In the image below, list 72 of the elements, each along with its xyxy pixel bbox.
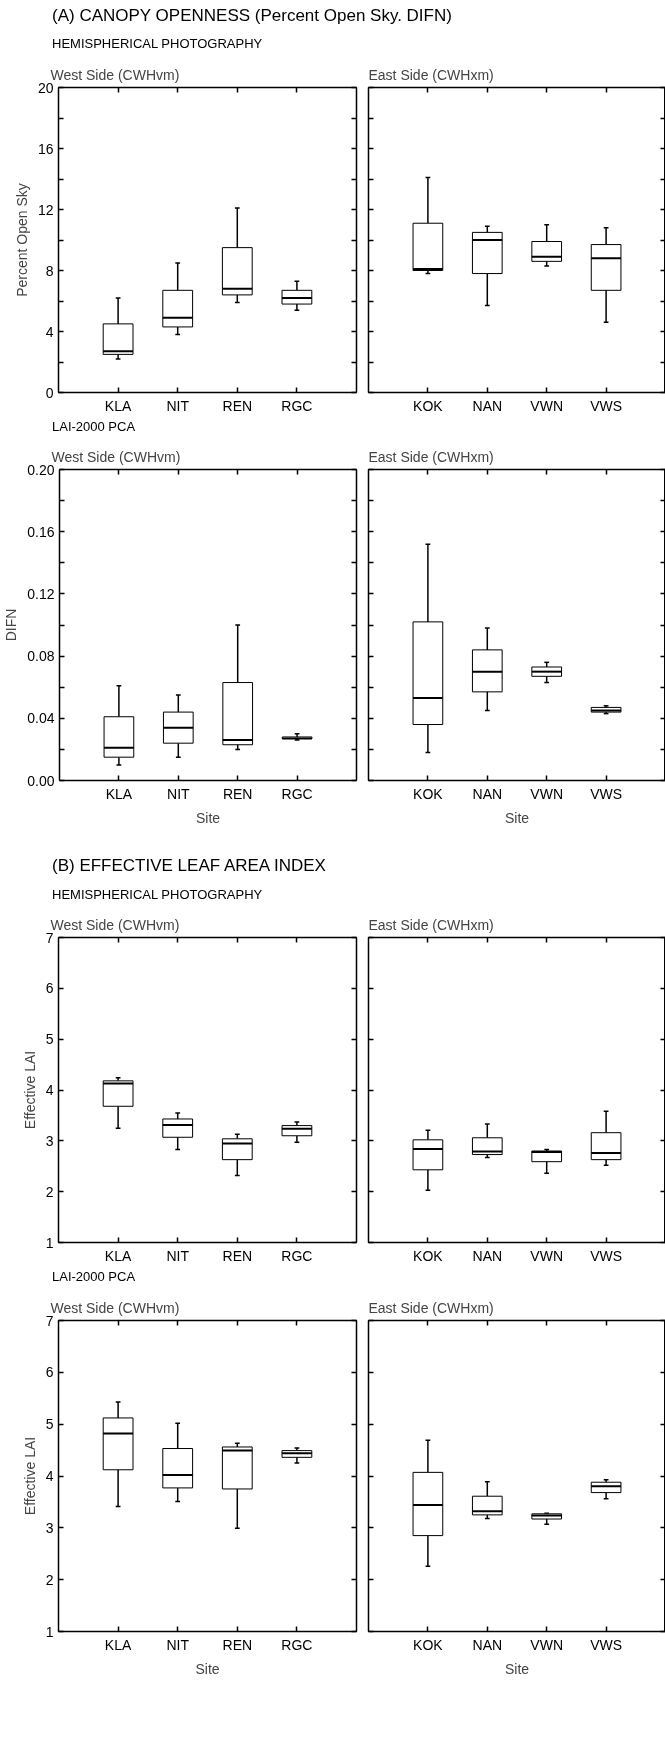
x-tick-label: NIT — [166, 1636, 190, 1653]
y-tick-label: 6 — [45, 980, 54, 997]
x-tick-label: VWS — [590, 397, 623, 414]
y-tick-label: 3 — [45, 1519, 54, 1536]
y-tick-label: 0.00 — [27, 772, 55, 789]
x-tick-label: VWN — [530, 785, 564, 802]
y-tick-label: 1 — [45, 1623, 54, 1640]
y-tick-label: 4 — [45, 1082, 54, 1099]
x-tick-label: NAN — [472, 785, 503, 802]
x-tick-label: VWS — [590, 785, 623, 802]
y-tick-label: 1 — [45, 1234, 54, 1251]
x-axis-title: Site — [195, 809, 221, 826]
y-axis-title: Effective LAI — [21, 1436, 38, 1515]
x-tick-label: NIT — [166, 1247, 190, 1264]
y-tick-label: 0 — [45, 384, 54, 401]
x-tick-label: KLA — [104, 1636, 132, 1653]
x-tick-label: REN — [222, 1636, 253, 1653]
x-tick-label: NAN — [472, 1636, 503, 1653]
y-tick-label: 0.08 — [27, 648, 55, 665]
x-tick-label: RGC — [281, 1247, 313, 1264]
x-tick-label: REN — [222, 1247, 253, 1264]
x-tick-label: VWS — [590, 1247, 623, 1264]
x-tick-label: RGC — [281, 397, 313, 414]
text: (B) EFFECTIVE LEAF AREA INDEX — [52, 855, 326, 878]
y-tick-label: 5 — [45, 1415, 54, 1432]
x-tick-label: KOK — [413, 1247, 444, 1264]
x-tick-label: NAN — [472, 1247, 503, 1264]
text: (A) CANOPY OPENNESS (Percent Open Sky. DIFN) — [52, 5, 452, 27]
x-tick-label: KOK — [413, 785, 444, 802]
y-axis-title: Effective LAI — [21, 1051, 38, 1130]
x-tick-label: KLA — [104, 397, 132, 414]
chart-subtitle: HEMISPHERICAL PHOTOGRAPHY — [52, 885, 263, 904]
chart-subtitle: LAI-2000 PCA — [52, 417, 136, 436]
y-tick-label: 4 — [45, 323, 54, 340]
chart-title: East Side (CWHxm) — [368, 916, 494, 933]
y-tick-label: 3 — [45, 1133, 54, 1150]
chart-title: East Side (CWHxm) — [368, 66, 494, 83]
chart-subtitle: LAI-2000 PCA — [52, 1268, 136, 1287]
x-tick-label: REN — [222, 785, 253, 802]
x-axis-title: Site — [504, 1660, 530, 1677]
chart-subtitle: HEMISPHERICAL PHOTOGRAPHY — [52, 35, 263, 54]
y-tick-label: 8 — [45, 262, 54, 279]
y-tick-label: 4 — [45, 1467, 54, 1484]
x-tick-label: VWN — [530, 1247, 564, 1264]
y-tick-label: 0.04 — [27, 710, 55, 727]
x-axis-title: Site — [195, 1660, 220, 1677]
y-axis-title: Percent Open Sky — [13, 183, 30, 297]
y-tick-label: 16 — [37, 140, 54, 157]
x-tick-label: NIT — [167, 785, 191, 802]
chart-title: East Side (CWHxm) — [368, 448, 494, 465]
x-tick-label: VWN — [530, 397, 564, 414]
y-tick-label: 2 — [45, 1571, 54, 1588]
y-tick-label: 5 — [45, 1031, 54, 1048]
y-tick-label: 12 — [37, 201, 54, 218]
x-tick-label: RGC — [281, 785, 313, 802]
x-tick-label: RGC — [281, 1636, 313, 1653]
x-tick-label: KOK — [413, 1636, 444, 1653]
x-tick-label: VWN — [530, 1636, 564, 1653]
x-tick-label: NAN — [472, 397, 503, 414]
x-tick-label: KLA — [105, 785, 133, 802]
y-tick-label: 2 — [45, 1183, 54, 1200]
y-tick-label: 0.16 — [27, 524, 55, 541]
x-tick-label: NIT — [166, 397, 190, 414]
x-axis-title: Site — [504, 809, 530, 826]
y-tick-label: 6 — [45, 1364, 54, 1381]
x-tick-label: KOK — [413, 397, 444, 414]
x-tick-label: VWS — [590, 1636, 623, 1653]
y-tick-label: 0.12 — [27, 586, 55, 603]
y-axis-title: DIFN — [3, 609, 20, 642]
x-tick-label: REN — [222, 397, 253, 414]
chart-title: East Side (CWHxm) — [368, 1299, 494, 1316]
x-tick-label: KLA — [104, 1247, 132, 1264]
